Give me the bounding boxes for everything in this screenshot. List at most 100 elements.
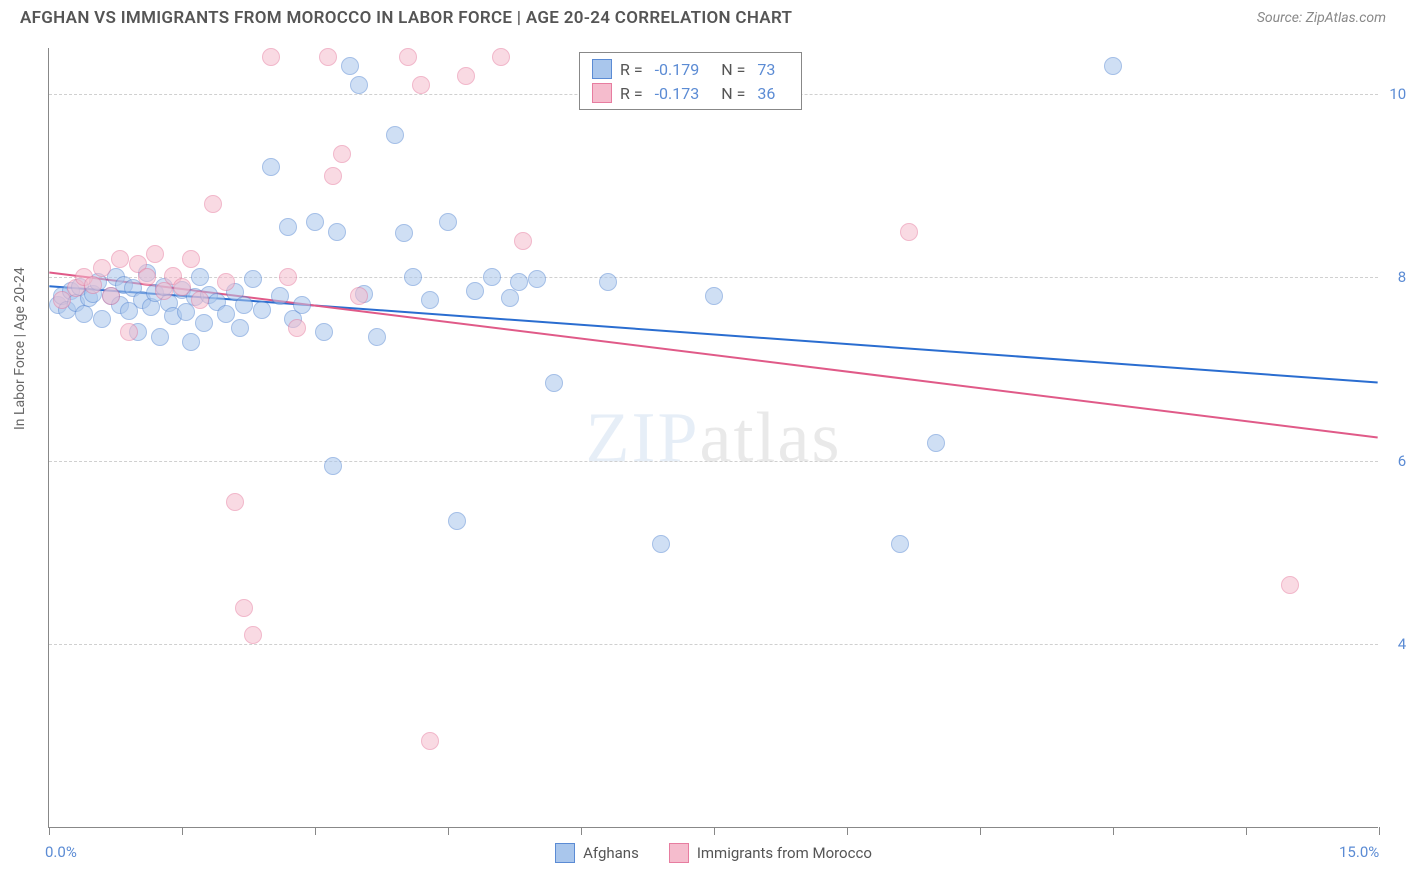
data-point — [204, 195, 222, 213]
x-tick — [980, 827, 981, 835]
data-point — [244, 626, 262, 644]
data-point — [341, 57, 359, 75]
x-tick — [315, 827, 316, 835]
data-point — [368, 328, 386, 346]
data-point — [155, 282, 173, 300]
data-point — [93, 310, 111, 328]
data-point — [262, 158, 280, 176]
data-point — [111, 250, 129, 268]
watermark: ZIPatlas — [586, 396, 842, 479]
stats-box: R = -0.179 N = 73 R = -0.173 N = 36 — [579, 52, 802, 110]
data-point — [120, 323, 138, 341]
data-point — [319, 48, 337, 66]
legend-item-1: Immigrants from Morocco — [669, 843, 872, 863]
gridline-h — [49, 461, 1378, 462]
data-point — [182, 250, 200, 268]
bottom-legend: Afghans Immigrants from Morocco — [49, 843, 1378, 863]
stats-row-series-0: R = -0.179 N = 73 — [592, 57, 789, 81]
data-point — [271, 287, 289, 305]
legend-item-0: Afghans — [555, 843, 639, 863]
data-point — [1281, 576, 1299, 594]
y-tick-label: 40.0% — [1398, 635, 1406, 653]
gridline-h — [49, 644, 1378, 645]
data-point — [514, 232, 532, 250]
data-point — [262, 48, 280, 66]
data-point — [151, 328, 169, 346]
data-point — [279, 218, 297, 236]
trend-lines — [49, 48, 1378, 827]
data-point — [288, 319, 306, 337]
data-point — [173, 278, 191, 296]
data-point — [386, 126, 404, 144]
data-point — [244, 270, 262, 288]
data-point — [75, 305, 93, 323]
data-point — [652, 535, 670, 553]
data-point — [231, 319, 249, 337]
data-point — [404, 268, 422, 286]
swatch-icon — [555, 843, 575, 863]
swatch-icon — [592, 83, 612, 103]
data-point — [421, 732, 439, 750]
data-point — [528, 270, 546, 288]
data-point — [84, 276, 102, 294]
data-point — [102, 287, 120, 305]
data-point — [350, 287, 368, 305]
data-point — [306, 213, 324, 231]
x-tick — [49, 827, 50, 835]
swatch-icon — [592, 59, 612, 79]
data-point — [448, 512, 466, 530]
data-point — [510, 273, 528, 291]
x-tick — [581, 827, 582, 835]
x-tick — [1379, 827, 1380, 835]
data-point — [217, 273, 235, 291]
data-point — [226, 493, 244, 511]
data-point — [191, 291, 209, 309]
x-tick — [714, 827, 715, 835]
x-tick — [847, 827, 848, 835]
data-point — [439, 213, 457, 231]
data-point — [501, 289, 519, 307]
data-point — [328, 223, 346, 241]
data-point — [705, 287, 723, 305]
data-point — [138, 268, 156, 286]
data-point — [324, 167, 342, 185]
data-point — [253, 301, 271, 319]
data-point — [483, 268, 501, 286]
chart-plot-area: ZIPatlas 40.0%60.0%80.0%100.0% 0.0%15.0%… — [48, 48, 1378, 828]
chart-title: AFGHAN VS IMMIGRANTS FROM MOROCCO IN LAB… — [20, 8, 792, 28]
data-point — [324, 457, 342, 475]
data-point — [93, 259, 111, 277]
data-point — [492, 48, 510, 66]
data-point — [293, 296, 311, 314]
data-point — [195, 314, 213, 332]
data-point — [457, 67, 475, 85]
data-point — [333, 145, 351, 163]
data-point — [399, 48, 417, 66]
data-point — [900, 223, 918, 241]
x-tick — [448, 827, 449, 835]
x-tick — [1246, 827, 1247, 835]
data-point — [545, 374, 563, 392]
source-label: Source: ZipAtlas.com — [1257, 10, 1386, 26]
y-tick-label: 80.0% — [1398, 268, 1406, 286]
data-point — [421, 291, 439, 309]
x-tick — [182, 827, 183, 835]
data-point — [466, 282, 484, 300]
data-point — [235, 296, 253, 314]
data-point — [412, 76, 430, 94]
data-point — [191, 268, 209, 286]
swatch-icon — [669, 843, 689, 863]
data-point — [182, 333, 200, 351]
data-point — [927, 434, 945, 452]
data-point — [599, 273, 617, 291]
y-tick-label: 60.0% — [1398, 452, 1406, 470]
data-point — [395, 224, 413, 242]
data-point — [235, 599, 253, 617]
x-tick — [1113, 827, 1114, 835]
data-point — [146, 245, 164, 263]
data-point — [279, 268, 297, 286]
y-tick-label: 100.0% — [1389, 85, 1406, 103]
stats-row-series-1: R = -0.173 N = 36 — [592, 81, 789, 105]
data-point — [315, 323, 333, 341]
y-axis-label: In Labor Force | Age 20-24 — [12, 267, 28, 430]
